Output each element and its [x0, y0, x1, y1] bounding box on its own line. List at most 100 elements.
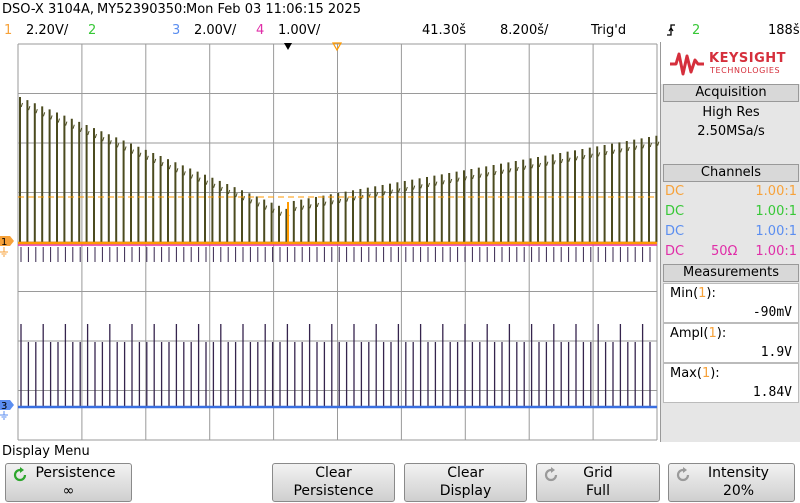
ch2-pulse-tail — [590, 153, 593, 158]
ch2-pulse-tail — [442, 180, 445, 185]
measurements-header[interactable]: Measurements — [663, 264, 799, 282]
ch2-pulse-tail — [139, 152, 142, 157]
ch2-pulse-tail — [35, 109, 38, 114]
clear-persistence-line2: Persistence — [293, 483, 374, 499]
ch2-indicator[interactable]: 2 — [88, 23, 97, 38]
ch4-scale[interactable]: 1.00V/ — [278, 23, 321, 38]
ch2-pulse-tail — [597, 152, 601, 157]
clear-display-line2: Display — [439, 483, 492, 499]
ch2-pulse-tail — [198, 177, 201, 182]
measurement-max[interactable]: Max(1): 1.84V — [663, 363, 799, 403]
ch2-pulse-tail — [338, 198, 342, 204]
ch3-scale[interactable]: 2.00V/ — [194, 23, 237, 38]
ch2-pulse-tail — [627, 146, 630, 152]
capture-datetime: Mon Feb 03 11:06:15 2025 — [186, 2, 361, 17]
ch1-ground-marker-icon: 1 — [0, 236, 14, 257]
channels-header[interactable]: Channels — [663, 164, 799, 182]
ch2-pulse-tail — [583, 154, 586, 160]
entry-knob-icon — [544, 467, 558, 482]
trigger-time-marker-icon — [284, 43, 292, 50]
intensity-value: 20% — [722, 483, 755, 499]
acquisition-mode: High Res — [702, 105, 760, 120]
ch2-pulse-tail — [324, 201, 327, 206]
persistence-softkey[interactable]: Persistence ∞ — [5, 463, 132, 502]
svg-text:3: 3 — [1, 401, 7, 412]
instrument-model: DSO-X 3104A, — [2, 2, 95, 17]
ch4-indicator[interactable]: 4 — [256, 23, 265, 38]
clear-display-softkey[interactable]: Clear Display — [404, 463, 527, 502]
ch2-pulse-tail — [168, 165, 171, 170]
keysight-wave-icon — [670, 52, 704, 76]
ch2-pulse-tail — [390, 189, 393, 194]
ch2-pulse-tail — [146, 155, 149, 160]
ch2-pulse-tail — [161, 161, 164, 167]
ch2-pulse-tail — [657, 141, 660, 146]
clear-persistence-line1: Clear — [315, 465, 352, 481]
measurement-max-label: Max(1): — [670, 366, 720, 381]
ch2-pulse-tail — [642, 144, 645, 149]
ch2-pulse-tail — [94, 133, 97, 139]
ch2-pulse-tail — [227, 189, 231, 195]
ch2-pulse-tail — [264, 205, 268, 210]
channel-row-4: DC 50Ω 1.00:1 — [665, 244, 797, 262]
ch4-probe: 1.00:1 — [755, 244, 797, 259]
ch4-coupling: DC — [665, 244, 685, 259]
ch2-pulse-tail — [257, 202, 260, 207]
time-scale[interactable]: 8.200š/ — [500, 23, 549, 38]
acquisition-header[interactable]: Acquisition — [663, 84, 799, 102]
ch2-pulse-tail — [412, 185, 416, 190]
ch2-coupling: DC — [665, 204, 685, 219]
ch2-pulse-tail — [575, 156, 578, 161]
logo-brand: KEYSIGHT — [709, 51, 786, 66]
ch3-indicator[interactable]: 3 — [172, 23, 181, 38]
ch2-pulse-tail — [546, 161, 549, 166]
ch2-pulse-tail — [612, 149, 615, 154]
ch1-scale[interactable]: 2.20V/ — [26, 23, 69, 38]
measurement-min[interactable]: Min(1): -90mV — [663, 283, 799, 323]
ch2-pulse-tail — [353, 196, 356, 201]
ch2-pulse-tail — [242, 196, 245, 201]
ch2-pulse-tail — [220, 186, 223, 192]
ch2-pulse-tail — [494, 170, 497, 176]
channel-row-2: DC 1.00:1 — [665, 204, 797, 222]
measurement-ampl[interactable]: Ampl(1): 1.9V — [663, 323, 799, 363]
ch2-pulse-tail — [272, 208, 275, 213]
ch1-indicator[interactable]: 1 — [4, 23, 13, 38]
ch2-pulse-tail — [65, 121, 68, 126]
ch1-coupling: DC — [665, 184, 685, 199]
time-delay[interactable]: 41.30š — [422, 23, 466, 38]
keysight-logo: KEYSIGHT TECHNOLOGIES — [661, 42, 800, 84]
ch2-pulse-tail — [205, 180, 208, 185]
ch2-pulse-tail — [472, 174, 475, 180]
ch2-pulse-tail — [605, 150, 608, 156]
ch2-pulse-tail — [309, 204, 312, 209]
ch2-pulse-tail — [20, 102, 23, 108]
ch2-pulse-tail — [131, 149, 134, 154]
ch2-pulse-tail — [649, 142, 652, 148]
trigger-source[interactable]: 2 — [692, 23, 701, 38]
ch2-pulse-tail — [420, 184, 423, 189]
grid-softkey[interactable]: Grid Full — [536, 463, 660, 502]
ch2-pulse-tail — [479, 173, 482, 178]
ch2-pulse-tail — [486, 172, 490, 177]
menu-title: Display Menu — [2, 444, 90, 459]
ch2-pulse-tail — [213, 183, 216, 188]
svg-text:1: 1 — [1, 237, 7, 248]
ch2-pulse-tail — [176, 168, 179, 173]
clear-persistence-softkey[interactable]: Clear Persistence — [272, 463, 395, 502]
ch2-pulse-tail — [72, 124, 75, 129]
waveform-display[interactable]: 1 3 — [0, 42, 660, 442]
intensity-softkey[interactable]: Intensity 20% — [668, 463, 795, 502]
status-bar: 1 2.20V/ 2 3 2.00V/ 4 1.00V/ 41.30š 8.20… — [0, 20, 800, 42]
trigger-level[interactable]: 188š — [768, 23, 800, 38]
instrument-serial: MY52390350: — [97, 2, 187, 17]
ch2-pulse-tail — [435, 181, 438, 186]
measurement-max-value: 1.84V — [752, 385, 792, 400]
measurement-min-value: -90mV — [752, 305, 792, 320]
channel-row-3: DC 1.00:1 — [665, 224, 797, 242]
ch3-ground-marker-icon: 3 — [0, 400, 14, 420]
ch2-pulse-tail — [509, 168, 512, 173]
ch1-probe: 1.00:1 — [755, 184, 797, 199]
ch2-pulse-tail — [405, 186, 408, 192]
ch2-pulse-tail — [538, 162, 541, 168]
